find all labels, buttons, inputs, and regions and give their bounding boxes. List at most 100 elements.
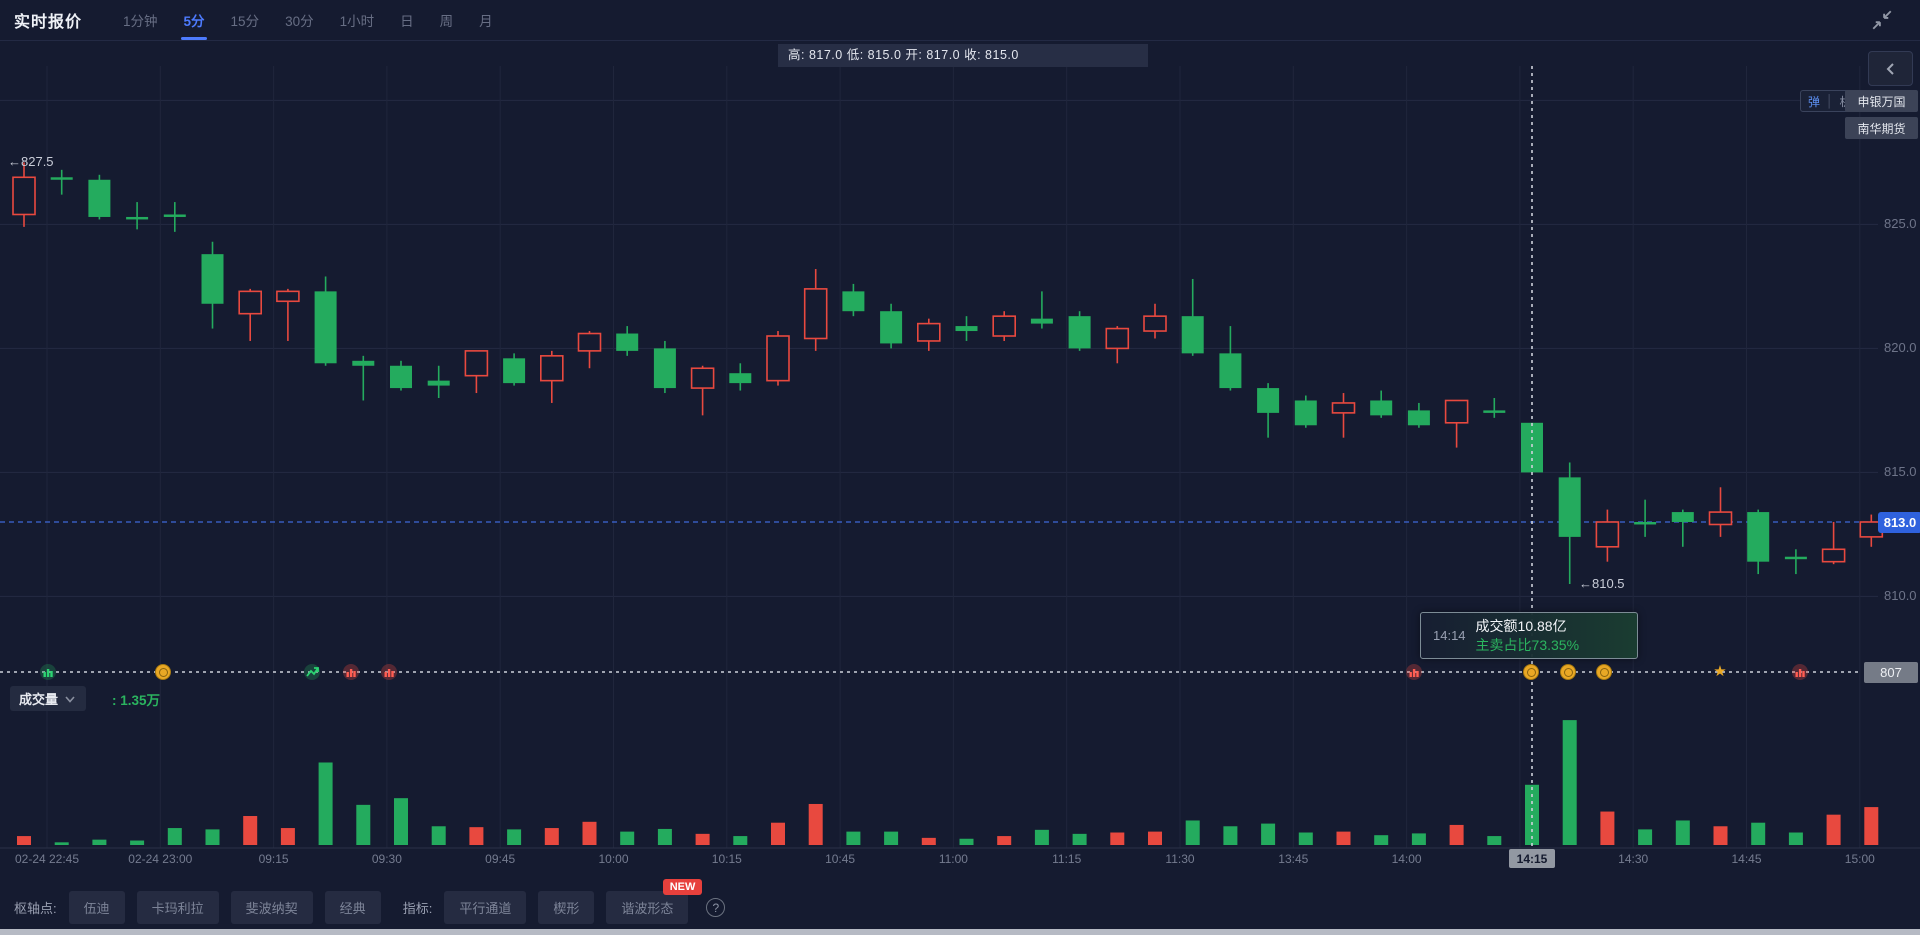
tab-interval-月[interactable]: 月 bbox=[479, 14, 493, 29]
tab-interval-1分钟[interactable]: 1分钟 bbox=[123, 14, 158, 29]
volume-bar bbox=[1525, 784, 1539, 845]
volume-bar bbox=[1675, 820, 1690, 845]
tab-interval-30分[interactable]: 30分 bbox=[285, 14, 314, 29]
help-icon[interactable]: ? bbox=[706, 898, 726, 917]
ohlc-values: 高: 817.0 低: 815.0 开: 817.0 收: 815.0 bbox=[788, 48, 1019, 62]
volume-pane-header: 成交量 : 1.35万 bbox=[10, 686, 160, 711]
candle-body bbox=[126, 216, 149, 220]
time-axis-label: 14:45 bbox=[1731, 852, 1762, 866]
candle-body bbox=[464, 350, 489, 377]
broker-badge-label: 南华期货 bbox=[1857, 121, 1906, 136]
tab-interval-1小时[interactable]: 1小时 bbox=[339, 14, 375, 29]
tab-interval-日[interactable]: 日 bbox=[400, 14, 414, 29]
session-high-label: ←827.5 bbox=[8, 154, 54, 170]
candle-body bbox=[539, 355, 564, 382]
toolbar-button-经典[interactable]: 经典 bbox=[324, 891, 381, 924]
candle-body bbox=[238, 290, 262, 315]
tab-interval-周[interactable]: 周 bbox=[439, 14, 454, 29]
toolbar-button-平行通道[interactable]: 平行通道 bbox=[444, 891, 527, 924]
volume-bar bbox=[1034, 829, 1049, 845]
interval-tabs: 1分钟 5分 15分 30分 1小时 日 周 月 bbox=[110, 0, 506, 40]
danmu-toggle[interactable]: 弹 bbox=[1808, 94, 1821, 109]
new-badge: NEW bbox=[662, 879, 703, 895]
chevron-left-icon bbox=[1886, 62, 1894, 75]
volume-bar bbox=[620, 831, 635, 845]
session-low-label: ←810.5 bbox=[1579, 576, 1625, 591]
volume-bar bbox=[1788, 832, 1803, 845]
volume-bar bbox=[92, 839, 107, 845]
candle-body bbox=[1821, 548, 1846, 563]
time-axis-label: 02-24 23:00 bbox=[128, 852, 193, 866]
candle-body bbox=[1521, 422, 1543, 473]
volume-bar bbox=[1261, 823, 1276, 845]
volume-bar bbox=[130, 840, 145, 845]
candle-body bbox=[616, 333, 639, 351]
candle-body bbox=[1784, 556, 1807, 560]
event-marker-volume-bars[interactable] bbox=[1406, 664, 1422, 680]
broker-badge-nanhuaqihuo[interactable]: 南华期货 bbox=[1845, 117, 1918, 139]
toolbar-button-楔形[interactable]: 楔形 bbox=[538, 891, 595, 924]
candle-body bbox=[201, 254, 224, 304]
event-marker-volume-bars[interactable] bbox=[1792, 664, 1808, 680]
collapse-chart-icon[interactable] bbox=[1872, 10, 1892, 30]
time-axis-label: 10:15 bbox=[711, 852, 742, 866]
volume-bar bbox=[808, 803, 823, 845]
candle-body bbox=[1483, 410, 1506, 413]
toolbar-button-谐波形态[interactable]: 谐波形态 NEW bbox=[606, 879, 703, 924]
event-marker-volume-bars[interactable] bbox=[381, 664, 397, 680]
event-marker-coin[interactable] bbox=[1523, 664, 1539, 680]
volume-bar bbox=[1336, 831, 1351, 845]
event-marker-volume-bars[interactable] bbox=[40, 664, 56, 680]
candle-body bbox=[1068, 316, 1091, 349]
candle-body bbox=[1331, 402, 1356, 414]
broker-badge-shenyinwanguo[interactable]: 申银万国 bbox=[1845, 90, 1918, 112]
candle-body bbox=[1143, 315, 1167, 332]
price-axis-label: 810.0 bbox=[1884, 588, 1917, 604]
volume-bar bbox=[1185, 820, 1200, 845]
volume-bar bbox=[356, 804, 371, 845]
badge-divider: │ bbox=[1826, 94, 1834, 108]
tab-interval-15分[interactable]: 15分 bbox=[230, 14, 260, 29]
candle-body bbox=[503, 358, 526, 384]
toolbar-button-斐波纳契[interactable]: 斐波纳契 bbox=[230, 891, 313, 924]
volume-bar bbox=[695, 833, 710, 845]
volume-bar bbox=[1298, 832, 1313, 845]
event-marker-trend-zigzag[interactable] bbox=[304, 664, 320, 680]
time-axis-label: 02-24 22:45 bbox=[14, 852, 80, 866]
volume-indicator-dropdown[interactable]: 成交量 bbox=[10, 686, 87, 711]
volume-bar bbox=[167, 828, 182, 845]
window-bottom-scrollbar[interactable] bbox=[0, 929, 1920, 935]
toolbar-button-卡玛利拉[interactable]: 卡玛利拉 bbox=[136, 891, 219, 924]
indicator-group-label: 指标: bbox=[402, 901, 433, 916]
volume-bar bbox=[469, 827, 484, 845]
time-axis-label: 09:45 bbox=[485, 852, 516, 866]
volume-bar bbox=[1864, 807, 1879, 845]
candle-body bbox=[390, 365, 412, 389]
pivot-buttons: 伍迪 卡玛利拉 斐波纳契 经典 bbox=[68, 891, 393, 924]
candle-body bbox=[1219, 353, 1242, 389]
volume-bar bbox=[1374, 835, 1389, 845]
event-marker-star[interactable]: ★ bbox=[1713, 663, 1727, 680]
tab-interval-5分[interactable]: 5分 bbox=[171, 0, 218, 40]
panel-collapse-button[interactable] bbox=[1868, 51, 1913, 86]
event-marker-coin[interactable] bbox=[155, 664, 171, 680]
event-marker-coin[interactable] bbox=[1560, 664, 1576, 680]
toolbar-button-伍迪[interactable]: 伍迪 bbox=[68, 891, 125, 924]
volume-bar bbox=[431, 826, 446, 845]
candle-body bbox=[766, 335, 790, 382]
candle-body bbox=[1444, 399, 1469, 424]
candle-body bbox=[50, 177, 73, 180]
event-marker-coin[interactable] bbox=[1596, 664, 1612, 680]
volume-bar bbox=[54, 842, 69, 845]
event-marker-volume-bars[interactable] bbox=[343, 664, 359, 680]
volume-bar bbox=[1223, 826, 1238, 845]
candle-body bbox=[314, 291, 337, 364]
volume-bar bbox=[1600, 811, 1615, 845]
candle-body bbox=[992, 315, 1017, 337]
volume-bar bbox=[1638, 829, 1653, 845]
candle-body bbox=[163, 214, 186, 217]
volume-bar bbox=[1449, 824, 1464, 845]
candle-body bbox=[1407, 410, 1430, 426]
candle-body bbox=[955, 326, 978, 332]
